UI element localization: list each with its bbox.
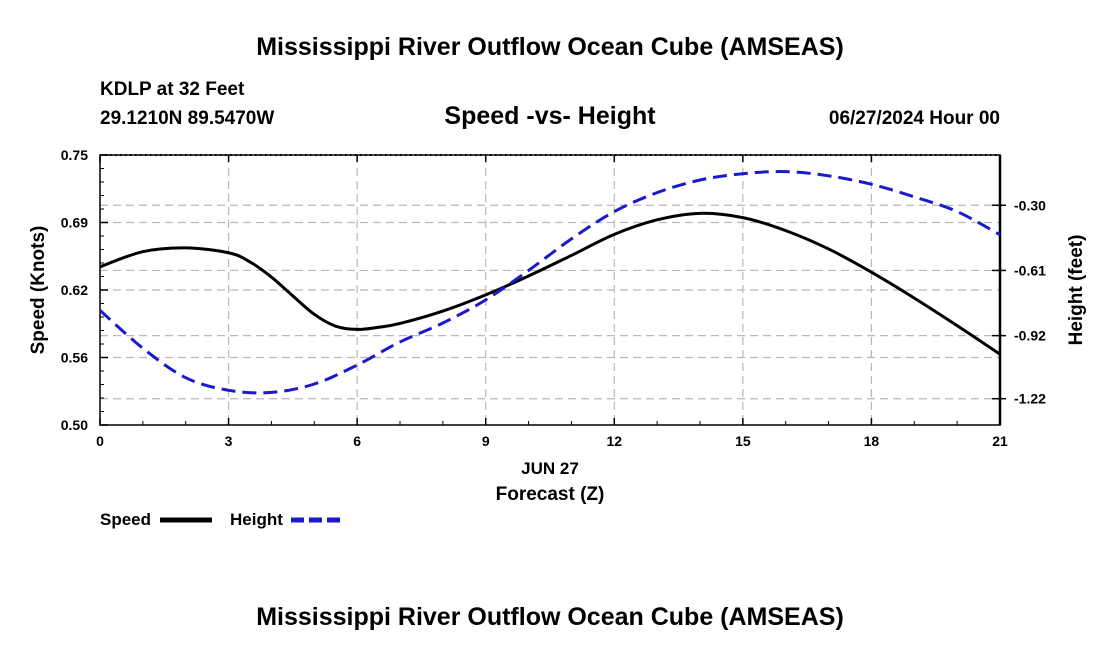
x-tick-label: 21 <box>992 433 1008 449</box>
y-left-tick-label: 0.56 <box>61 350 88 366</box>
y-right-tick-label: -0.30 <box>1014 197 1046 213</box>
legend-speed-label: Speed <box>100 510 151 529</box>
axis-tick-labels: 0 3 6 9 12 15 18 21 0.50 0.56 0.62 0.69 0.75 -0.30 -0.… <box>61 147 1046 449</box>
footer-title: Mississippi River Outflow Ocean Cube (AM… <box>256 603 844 631</box>
chart-subtitle: Speed -vs- Height <box>444 102 656 130</box>
legend: Speed Height <box>100 510 343 529</box>
y-axis-right-title: Height (feet) <box>1066 235 1087 346</box>
data-series <box>99 170 1001 395</box>
x-tick-label: 12 <box>606 433 622 449</box>
x-axis-date-label: JUN 27 <box>521 459 579 478</box>
chart-main-title: Mississippi River Outflow Ocean Cube (AM… <box>256 33 844 61</box>
x-tick-label: 0 <box>96 433 104 449</box>
y-right-tick-label: -1.22 <box>1014 391 1046 407</box>
y-left-tick-label: 0.75 <box>61 147 88 163</box>
y-left-tick-label: 0.50 <box>61 417 88 433</box>
x-tick-label: 3 <box>225 433 233 449</box>
forecast-date-label: 06/27/2024 Hour 00 <box>829 108 1000 129</box>
x-tick-label: 6 <box>353 433 361 449</box>
x-tick-label: 18 <box>864 433 880 449</box>
y-right-tick-label: -0.61 <box>1014 262 1046 278</box>
y-right-tick-label: -0.92 <box>1014 328 1046 344</box>
y-axis-left-title: Speed (Knots) <box>28 226 49 355</box>
y-left-tick-label: 0.62 <box>61 282 88 298</box>
series-line-speed <box>99 211 1001 356</box>
x-tick-label: 9 <box>482 433 490 449</box>
y-left-tick-label: 0.69 <box>61 215 88 231</box>
station-label: KDLP at 32 Feet <box>100 79 245 100</box>
grid-lines <box>100 155 1000 425</box>
axis-ticks <box>99 154 1006 426</box>
series-line-height <box>99 170 1001 395</box>
x-axis-title: Forecast (Z) <box>496 484 605 505</box>
legend-height-label: Height <box>230 510 283 529</box>
x-tick-label: 15 <box>735 433 751 449</box>
coordinates-label: 29.1210N 89.5470W <box>100 108 274 129</box>
